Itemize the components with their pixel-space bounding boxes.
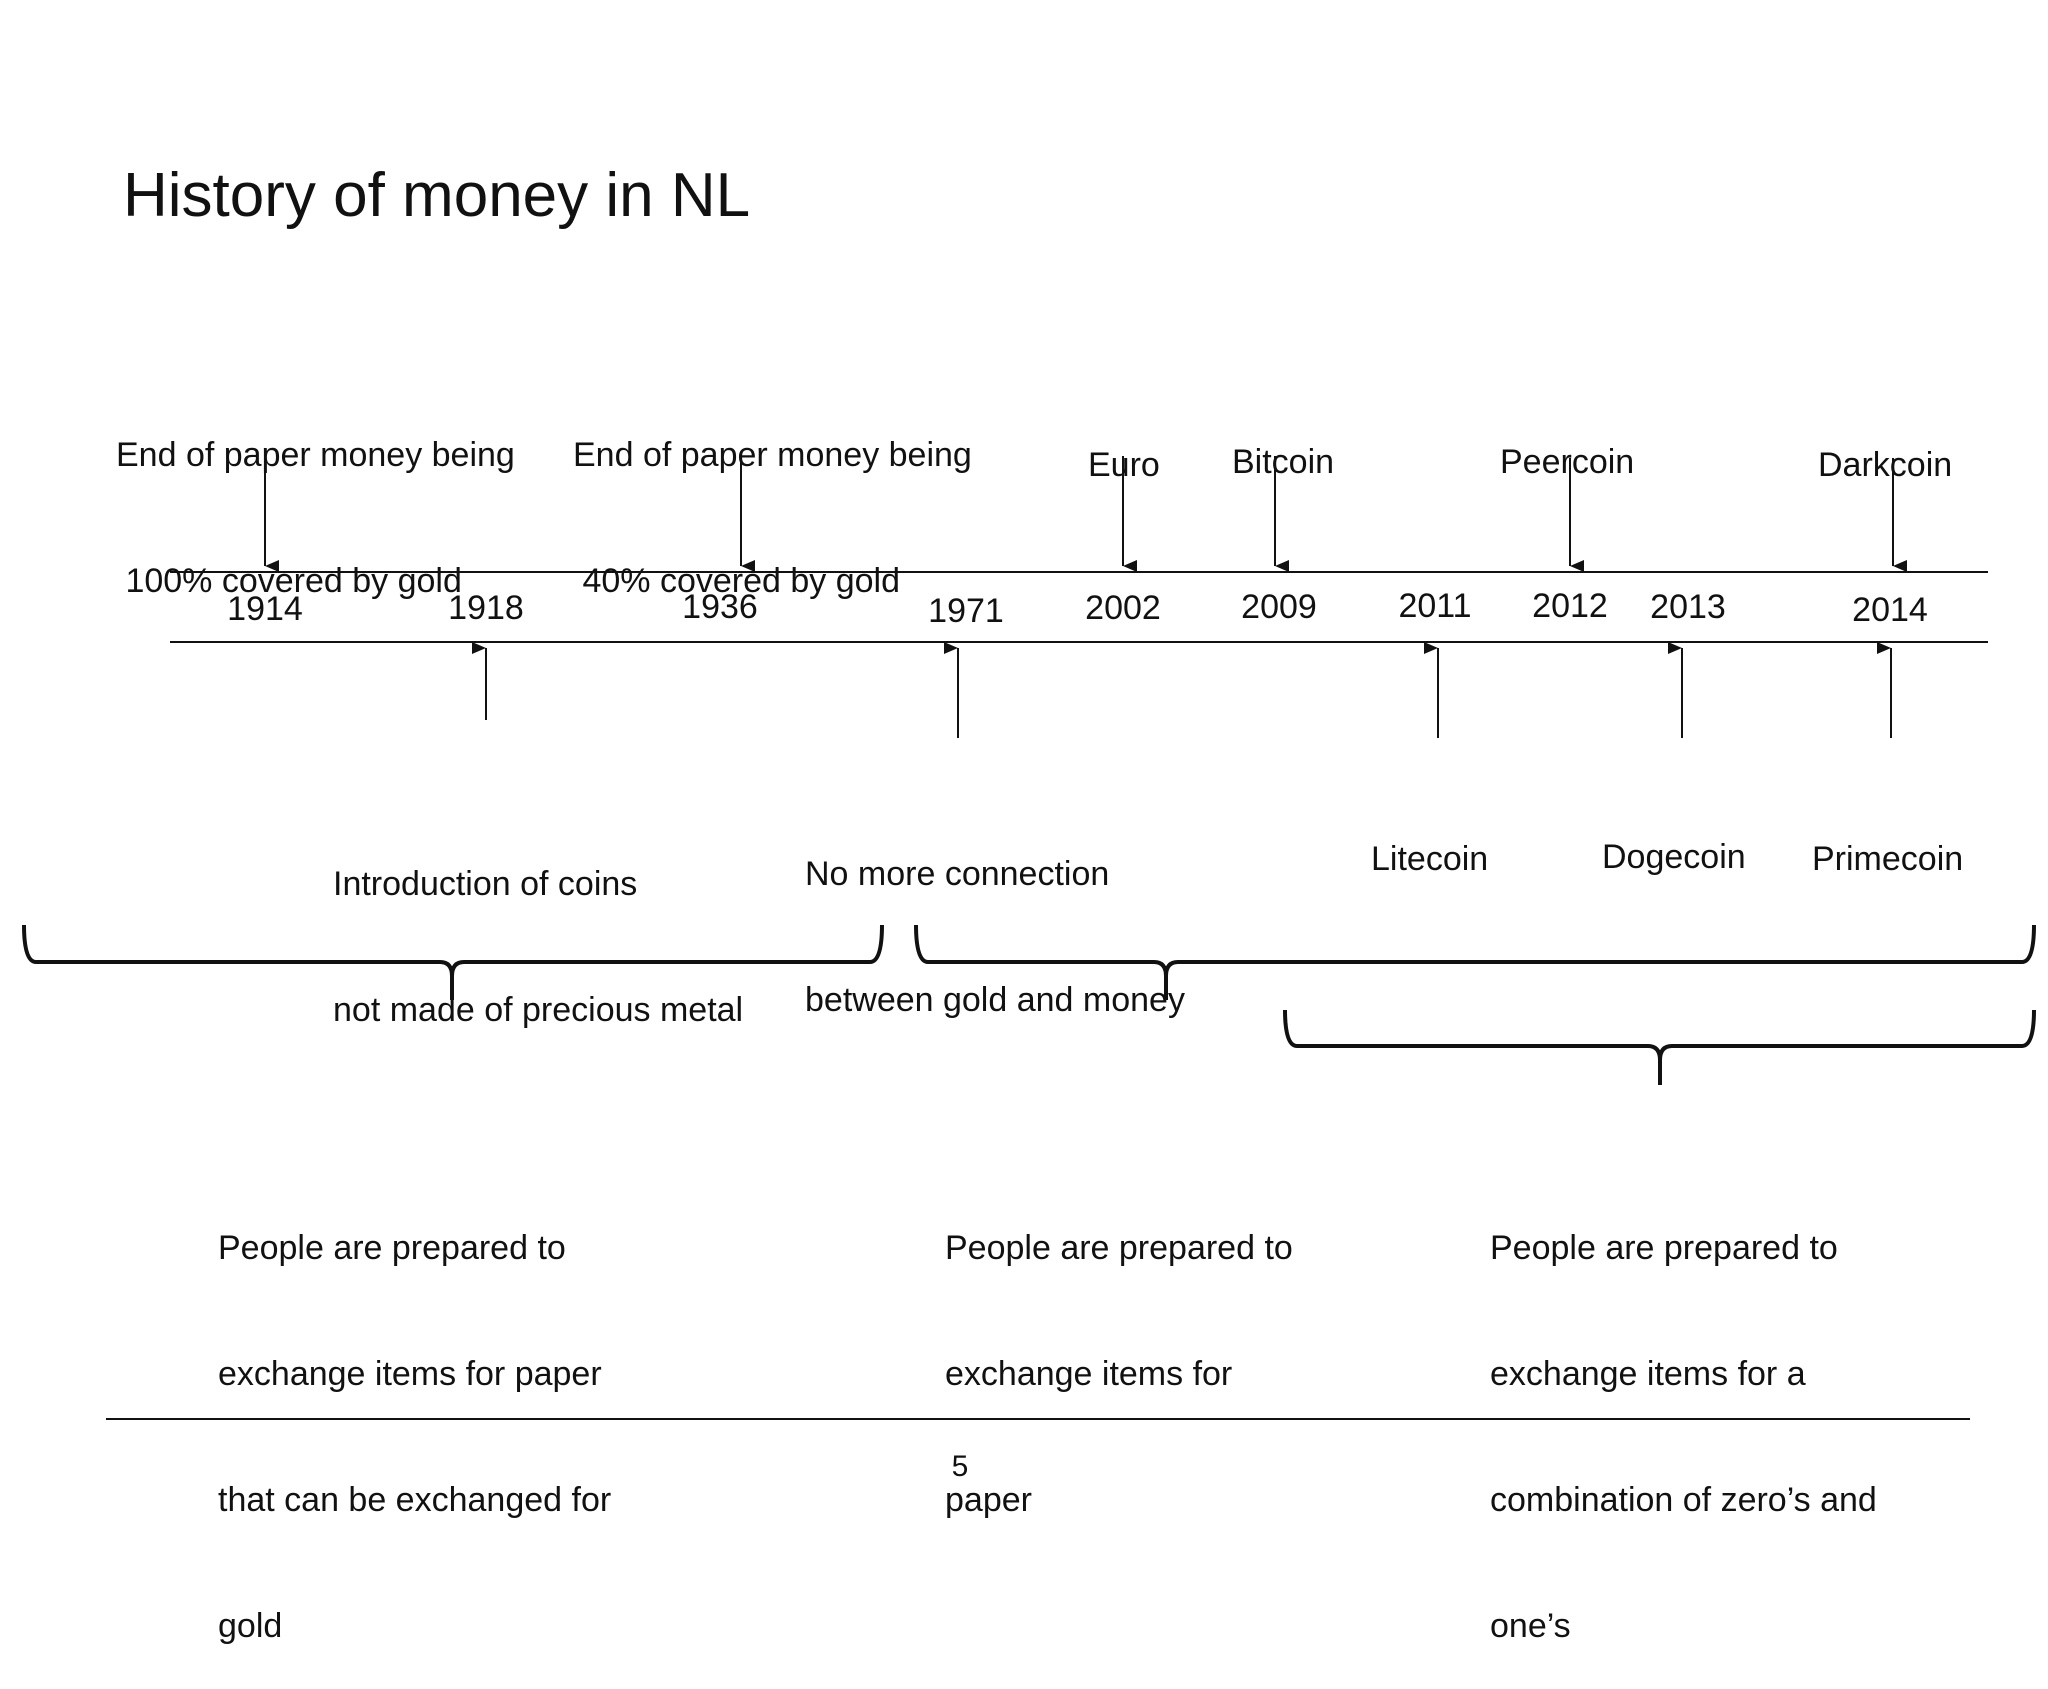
year-label: 1918 xyxy=(448,589,524,627)
event-line: End of paper money being xyxy=(116,436,515,474)
event-2011: Litecoin xyxy=(1371,754,1488,922)
period-line: exchange items for a xyxy=(1490,1355,1806,1393)
brace-period-3 xyxy=(1283,1009,2036,1085)
event-line: between gold and money xyxy=(805,981,1185,1019)
event-line: Euro xyxy=(1088,446,1160,484)
period-line: gold xyxy=(218,1607,283,1645)
event-line: End of paper money being xyxy=(573,436,972,474)
period-line: that can be exchanged for xyxy=(218,1481,612,1519)
event-line: Peercoin xyxy=(1500,443,1635,481)
period-line: People are prepared to xyxy=(218,1229,566,1267)
page-title: History of money in NL xyxy=(123,161,751,230)
event-1936: End of paper money being 40% covered by … xyxy=(573,350,972,644)
period-line: People are prepared to xyxy=(1490,1229,1838,1267)
event-line: 100% covered by gold xyxy=(116,562,462,600)
period-gold-backed: People are prepared to exchange items fo… xyxy=(218,1143,611,1689)
year-label: 1971 xyxy=(928,592,1004,630)
year-label: 2011 xyxy=(1398,587,1472,625)
event-1918: Introduction of coins not made of precio… xyxy=(333,779,743,1073)
event-line: Dogecoin xyxy=(1602,838,1746,876)
period-digital: People are prepared to exchange items fo… xyxy=(1490,1143,1877,1689)
timeline-graphics xyxy=(22,456,2036,1420)
event-1914: End of paper money being 100% covered by… xyxy=(116,350,515,644)
period-line: paper xyxy=(945,1481,1032,1519)
year-label: 1936 xyxy=(682,588,758,626)
event-line: 40% covered by gold xyxy=(573,562,900,600)
brace-period-1 xyxy=(22,924,884,1000)
period-line: exchange items for xyxy=(945,1355,1233,1393)
year-label: 2009 xyxy=(1241,588,1317,626)
event-1971: No more connection between gold and mone… xyxy=(805,769,1185,1063)
year-label: 2013 xyxy=(1650,588,1726,626)
event-2012: Peercoin xyxy=(1500,357,1634,525)
event-line: No more connection xyxy=(805,855,1110,893)
period-paper: People are prepared to exchange items fo… xyxy=(945,1143,1293,1563)
period-line: one’s xyxy=(1490,1607,1571,1645)
period-line: People are prepared to xyxy=(945,1229,1293,1267)
event-line: not made of precious metal xyxy=(333,991,744,1029)
brace-period-2 xyxy=(914,924,2036,1000)
year-label: 2012 xyxy=(1532,587,1608,625)
year-label: 2014 xyxy=(1852,591,1928,629)
event-2002: Euro xyxy=(1088,360,1160,528)
event-line: Litecoin xyxy=(1371,840,1489,878)
event-line: Bitcoin xyxy=(1232,443,1335,481)
year-label: 1914 xyxy=(227,590,303,628)
event-2013: Dogecoin xyxy=(1602,752,1746,920)
page-number: 5 xyxy=(951,1450,969,1483)
event-2009: Bitcoin xyxy=(1232,357,1334,525)
event-line: Primecoin xyxy=(1812,840,1964,878)
event-2014-top: Darkcoin xyxy=(1818,360,1952,528)
period-line: combination of zero’s and xyxy=(1490,1481,1877,1519)
event-line: Darkcoin xyxy=(1818,446,1953,484)
year-label: 2002 xyxy=(1085,589,1161,627)
event-line: Introduction of coins xyxy=(333,865,638,903)
period-line: exchange items for paper xyxy=(218,1355,602,1393)
event-2014-bottom: Primecoin xyxy=(1812,754,1963,922)
